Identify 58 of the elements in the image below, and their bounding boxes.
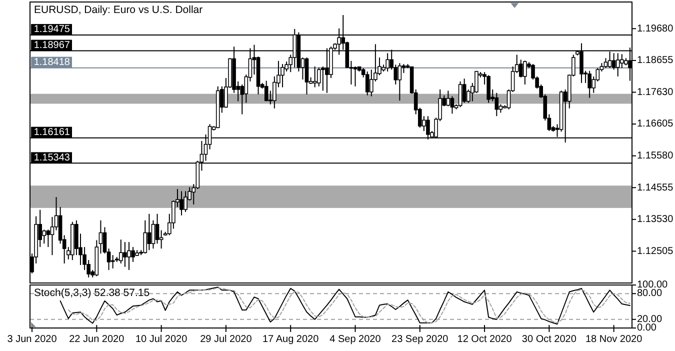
candlestick (155, 213, 160, 244)
candlestick (462, 78, 466, 104)
y-tick-label: 1.15580 (637, 150, 674, 162)
x-tick-label: 29 Jul 2020 (200, 334, 252, 345)
candlestick (123, 242, 127, 268)
ref-line-label: 1.15343 (34, 152, 70, 164)
candlestick (365, 70, 370, 96)
x-tick-label: 3 Jun 2020 (7, 334, 58, 345)
y-tick-label: 1.18655 (637, 55, 674, 66)
candlestick (184, 190, 188, 212)
chart-title: EURUSD, Daily: Euro vs U.S. Dollar (34, 4, 204, 16)
candlestick (304, 57, 309, 95)
y-tick-label: 1.14555 (637, 182, 674, 194)
y-tick-label: 0.00 (637, 322, 657, 334)
y-tick-label: 1.19680 (637, 23, 674, 34)
candlestick (50, 216, 54, 256)
y-tick-label: 1.12505 (637, 246, 674, 257)
x-tick-label: 12 Oct 2020 (457, 334, 512, 345)
x-tick-label: 17 Aug 2020 (262, 334, 320, 345)
candlestick (321, 66, 325, 92)
ref-line-label: 1.19475 (34, 24, 70, 36)
y-tick-label: 1.16605 (637, 118, 674, 130)
candlestick (620, 54, 624, 69)
ref-line-label: 1.18967 (34, 40, 70, 51)
candlestick (180, 190, 184, 216)
candlestick (119, 239, 123, 264)
y-tick-label: 80.00 (637, 288, 662, 300)
candlestick (494, 92, 499, 117)
candlestick (450, 96, 454, 114)
candlestick (523, 60, 527, 85)
candlestick (353, 66, 358, 87)
candlestick (604, 58, 608, 69)
x-tick-label: 18 Nov 2020 (585, 334, 643, 345)
y-tick-label: 1.13530 (637, 214, 674, 226)
x-tick-label: 30 Oct 2020 (522, 334, 577, 345)
x-tick-label: 23 Sep 2020 (392, 334, 449, 345)
candlestick (264, 80, 268, 102)
candlestick (446, 90, 450, 107)
ref-line-label: 1.18418 (34, 56, 70, 68)
candlestick (588, 70, 592, 98)
candlestick (316, 66, 321, 87)
candlestick (312, 66, 317, 88)
candlestick (147, 213, 152, 251)
candlestick (110, 254, 115, 269)
x-tick-label: 10 Jul 2020 (135, 334, 188, 345)
candlestick (151, 220, 156, 250)
candlestick (46, 229, 50, 248)
candlestick (280, 64, 284, 88)
y-tick-label: 1.17630 (637, 86, 674, 98)
x-tick-label: 22 Jun 2020 (69, 334, 125, 345)
candlestick (127, 242, 131, 270)
candlestick (458, 80, 462, 108)
candlestick (398, 62, 402, 102)
candlestick (486, 74, 490, 104)
candlestick (131, 246, 135, 262)
ref-line-label: 1.16161 (34, 126, 70, 138)
x-tick-label: 4 Sep 2020 (330, 334, 382, 345)
chart-title: Stoch(5,3,3) 52.38 57.15 (34, 287, 150, 299)
